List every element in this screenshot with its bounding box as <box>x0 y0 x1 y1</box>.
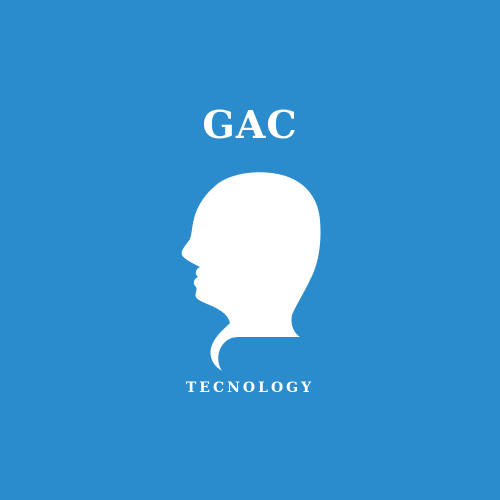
brand-subtitle: TECNOLOGY <box>185 380 315 396</box>
brand-title: GAC <box>202 102 298 147</box>
head-silhouette-icon <box>181 172 321 371</box>
